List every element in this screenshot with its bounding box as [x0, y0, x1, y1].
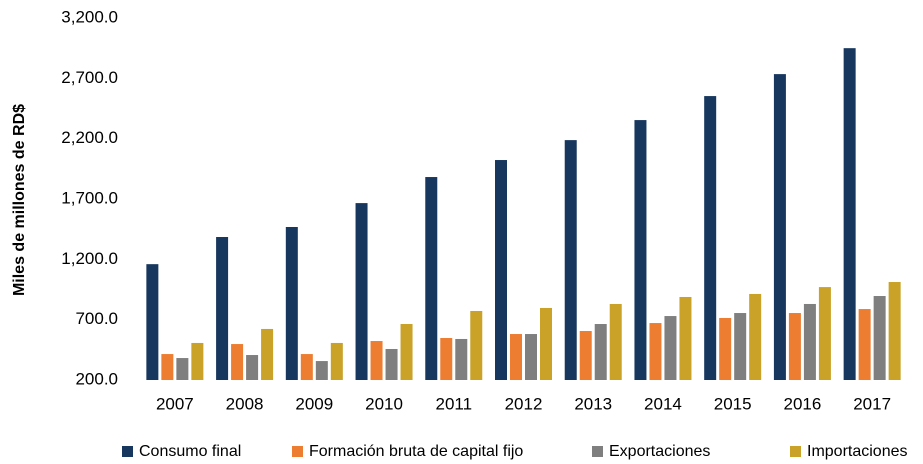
bar: [191, 342, 204, 380]
x-tick-label: 2007: [156, 394, 194, 413]
y-tick-label: 3,200.0: [61, 7, 118, 26]
bar: [455, 338, 468, 380]
legend-label: Consumo final: [139, 443, 241, 460]
bar: [300, 354, 313, 380]
bar: [749, 293, 762, 380]
x-tick-label: 2013: [574, 394, 612, 413]
bar: [231, 344, 244, 380]
bar: [679, 296, 692, 380]
legend-swatch: [592, 446, 603, 457]
bar: [400, 324, 413, 380]
bar: [285, 226, 298, 380]
bar: [370, 341, 383, 380]
bar: [495, 160, 507, 380]
bar: [315, 361, 328, 380]
bar: [330, 342, 343, 380]
bar: [216, 237, 229, 380]
bar: [609, 303, 622, 380]
x-tick-label: 2009: [295, 394, 333, 413]
bar: [664, 316, 677, 380]
bar: [246, 355, 259, 380]
legend-label: Importaciones: [807, 443, 908, 460]
bar: [888, 282, 901, 380]
bar: [440, 338, 453, 380]
x-tick-label: 2011: [435, 394, 472, 413]
bar: [873, 296, 886, 380]
x-tick-label: 2008: [226, 394, 264, 413]
y-tick-label: 2,200.0: [61, 128, 118, 147]
bar: [564, 140, 577, 380]
bar: [540, 307, 552, 380]
x-tick-label: 2015: [714, 394, 752, 413]
y-tick-label: 700.0: [75, 309, 118, 328]
x-tick-label: 2017: [853, 394, 891, 413]
bar: [843, 48, 856, 381]
bar: [176, 358, 189, 380]
bar: [773, 74, 786, 381]
bar: [704, 96, 717, 380]
y-tick-label: 1,200.0: [61, 249, 118, 268]
y-tick-label: 1,700.0: [61, 188, 118, 207]
bar: [719, 317, 732, 380]
legend-swatch: [122, 446, 133, 457]
bar: [161, 354, 174, 380]
bar: [818, 287, 831, 380]
y-tick-label: 200.0: [75, 369, 118, 388]
bar: [525, 334, 537, 380]
legend-swatch: [790, 446, 801, 457]
bar: [261, 328, 274, 380]
bar: [146, 264, 159, 380]
bar: [355, 203, 368, 380]
bar: [425, 177, 438, 380]
bar: [385, 348, 398, 380]
y-axis-label: Miles de millones de RD$: [11, 104, 28, 296]
bar: [470, 310, 483, 380]
bar: [858, 309, 871, 380]
x-tick-label: 2014: [644, 394, 682, 413]
bar: [634, 120, 647, 381]
x-tick-label: 2010: [365, 394, 403, 413]
y-tick-label: 2,700.0: [61, 68, 118, 87]
bar: [734, 313, 747, 380]
x-tick-label: 2012: [505, 394, 543, 413]
legend-label: Exportaciones: [609, 443, 710, 460]
bar: [788, 313, 801, 380]
bar: [803, 303, 816, 380]
bar: [510, 334, 522, 380]
bar: [579, 331, 592, 380]
bar: [649, 323, 662, 380]
legend-label: Formación bruta de capital fijo: [309, 443, 523, 460]
legend-swatch: [292, 446, 303, 457]
x-tick-label: 2016: [783, 394, 821, 413]
bar: [594, 324, 607, 380]
